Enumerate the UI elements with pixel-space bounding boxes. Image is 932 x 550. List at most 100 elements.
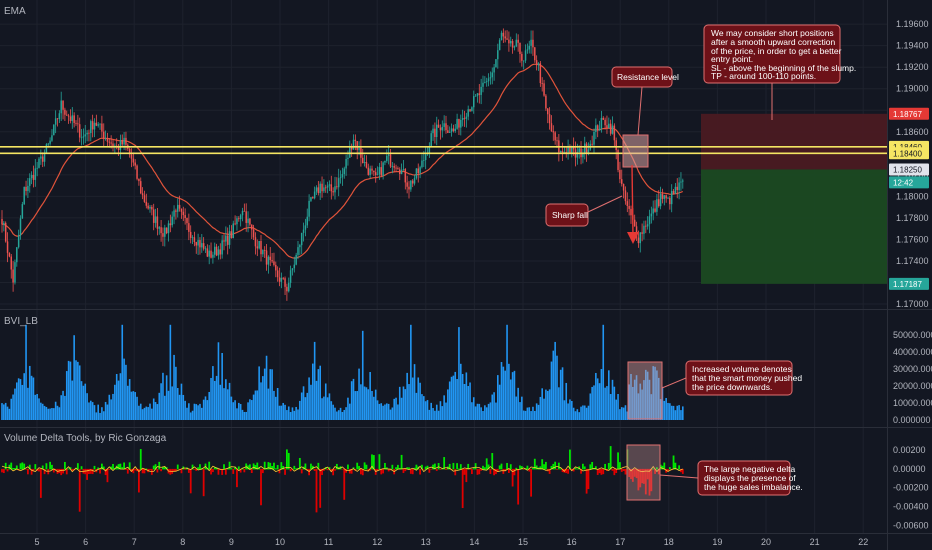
volume-bar bbox=[376, 400, 379, 420]
candle-body bbox=[32, 174, 35, 180]
volume-bar bbox=[38, 398, 40, 420]
delta-bar bbox=[52, 468, 55, 473]
volume-bar bbox=[432, 408, 434, 420]
volume-bar bbox=[345, 407, 347, 420]
candle-body bbox=[343, 168, 345, 175]
volume-tick-label: 40000.000000 bbox=[893, 347, 932, 357]
volume-bar bbox=[271, 369, 273, 420]
candle-body bbox=[576, 152, 579, 158]
candle-body bbox=[51, 135, 53, 141]
delta-bar bbox=[152, 465, 155, 470]
candle-body bbox=[204, 248, 207, 250]
candle-body bbox=[162, 233, 164, 237]
candle-body bbox=[40, 156, 42, 159]
volume-bar bbox=[578, 412, 580, 420]
delta-bar bbox=[160, 468, 162, 472]
volume-bar bbox=[14, 388, 16, 420]
volume-bar bbox=[511, 372, 514, 420]
candle-body bbox=[667, 197, 669, 199]
delta-bar bbox=[69, 467, 72, 470]
candle-body bbox=[41, 156, 44, 162]
volume-bar bbox=[423, 396, 425, 420]
candle-body bbox=[439, 127, 442, 131]
price-tick-label: 1.19400 bbox=[896, 41, 929, 51]
candle-body bbox=[332, 191, 334, 193]
candle-body bbox=[67, 115, 70, 117]
volume-bar bbox=[221, 352, 223, 420]
delta-bar bbox=[208, 461, 211, 470]
candle-body bbox=[680, 181, 682, 183]
sharp-fall-arrow bbox=[587, 195, 623, 213]
volume-bar bbox=[458, 327, 460, 420]
delta-bar bbox=[273, 462, 275, 470]
volume-bars bbox=[1, 324, 684, 420]
delta-bar bbox=[65, 468, 68, 475]
candle-body bbox=[604, 119, 606, 126]
volume-bar bbox=[12, 394, 14, 420]
delta-bar bbox=[511, 468, 514, 487]
delta-bar bbox=[430, 468, 433, 470]
candle-body bbox=[265, 250, 268, 265]
delta-bar bbox=[661, 465, 664, 470]
volume-bar bbox=[611, 379, 614, 420]
time-tick-label: 5 bbox=[34, 537, 39, 547]
candle-body bbox=[622, 183, 625, 191]
candle-body bbox=[173, 210, 175, 217]
volume-bar bbox=[4, 402, 7, 420]
volume-bar bbox=[528, 407, 531, 420]
time-tick-label: 15 bbox=[518, 537, 528, 547]
time-axis[interactable]: 5 6 7 8 9 10 11 12 13 14 15 16 17 18 19 20 21 22 bbox=[34, 537, 868, 547]
candle-body bbox=[445, 123, 447, 131]
candle-body bbox=[473, 96, 475, 108]
volume-bar bbox=[313, 341, 316, 420]
candle-body bbox=[552, 131, 555, 133]
volume-bar bbox=[476, 403, 479, 420]
candle-body bbox=[567, 146, 569, 154]
time-tick-label: 19 bbox=[712, 537, 722, 547]
delta-bar bbox=[141, 468, 144, 474]
candle-body bbox=[23, 186, 25, 205]
price-marker-label: 12:42 bbox=[893, 178, 914, 187]
delta-axis[interactable]: 0.00200 0.00000 -0.00200 -0.00400 -0.00600 bbox=[893, 445, 929, 530]
volume-bar bbox=[598, 383, 601, 420]
price-marker bbox=[889, 277, 929, 290]
delta-bar bbox=[548, 468, 551, 474]
candle-body bbox=[411, 180, 414, 184]
delta-bar bbox=[415, 464, 418, 470]
delta-bar bbox=[369, 468, 372, 471]
candle-body bbox=[82, 136, 85, 138]
candle-body bbox=[195, 242, 197, 246]
volume-bar bbox=[304, 397, 307, 420]
candle-body bbox=[276, 270, 279, 278]
delta-bar bbox=[561, 468, 564, 473]
volume-bar bbox=[439, 401, 442, 420]
delta-bar bbox=[678, 465, 680, 470]
delta-bar bbox=[14, 468, 16, 470]
candle-body bbox=[637, 237, 640, 244]
delta-bar bbox=[628, 468, 631, 478]
delta-bar bbox=[224, 468, 227, 475]
volume-bar bbox=[54, 401, 57, 420]
delta-bar bbox=[45, 463, 48, 470]
volume-note-arrow bbox=[661, 377, 687, 389]
delta-bar bbox=[335, 463, 338, 470]
volume-bar bbox=[158, 392, 161, 420]
delta-bar bbox=[454, 468, 457, 476]
volume-bar bbox=[132, 391, 135, 420]
candle-body bbox=[670, 190, 673, 205]
delta-bar bbox=[27, 468, 29, 475]
volume-bar bbox=[445, 402, 447, 420]
delta-bar bbox=[376, 468, 379, 471]
candle-body bbox=[510, 40, 512, 44]
volume-bar bbox=[419, 382, 421, 420]
volume-bar bbox=[330, 401, 333, 420]
volume-axis[interactable]: 50000.000000 40000.000000 30000.000000 2000… bbox=[893, 330, 932, 425]
candle-body bbox=[256, 246, 259, 249]
delta-bar bbox=[583, 466, 586, 470]
volume-bar bbox=[637, 393, 640, 420]
delta-bar bbox=[622, 468, 625, 472]
volume-bar bbox=[626, 411, 629, 420]
delta-bar bbox=[384, 462, 386, 470]
candle-body bbox=[273, 261, 275, 265]
